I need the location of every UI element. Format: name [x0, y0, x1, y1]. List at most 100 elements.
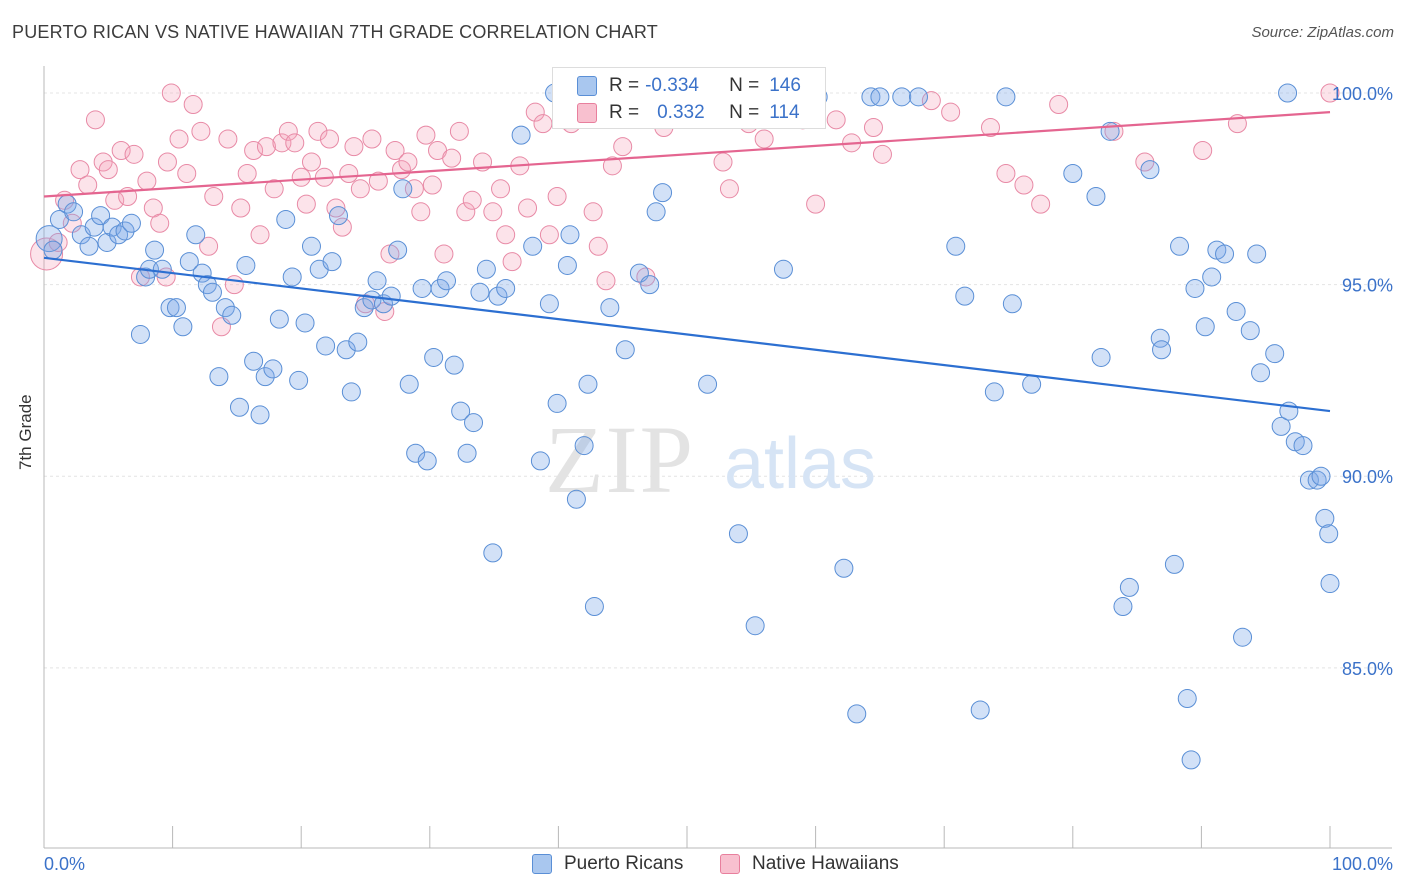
point-puerto-ricans: [1278, 83, 1298, 103]
stats-n-value: 114: [769, 102, 800, 123]
point-puerto-ricans: [295, 313, 315, 333]
point-puerto-ricans: [870, 87, 890, 107]
point-puerto-ricans: [269, 309, 289, 329]
point-puerto-ricans: [417, 451, 437, 471]
point-puerto-ricans: [646, 202, 666, 222]
point-native-hawaiians: [319, 129, 339, 149]
point-puerto-ricans: [1002, 294, 1022, 314]
point-native-hawaiians: [588, 236, 608, 256]
point-puerto-ricans: [336, 340, 356, 360]
point-puerto-ricans: [955, 286, 975, 306]
point-puerto-ricans: [1251, 363, 1271, 383]
point-puerto-ricans: [412, 278, 432, 298]
point-puerto-ricans: [946, 236, 966, 256]
point-native-hawaiians: [502, 252, 522, 272]
point-native-hawaiians: [449, 121, 469, 141]
point-puerto-ricans: [322, 252, 342, 272]
point-puerto-ricans: [215, 298, 235, 318]
point-native-hawaiians: [483, 202, 503, 222]
point-puerto-ricans: [79, 236, 99, 256]
point-puerto-ricans: [698, 374, 718, 394]
stats-r-label: R =: [609, 75, 640, 96]
point-puerto-ricans: [1226, 301, 1246, 321]
point-puerto-ricans: [437, 271, 457, 291]
point-puerto-ricans: [1233, 627, 1253, 647]
point-puerto-ricans: [834, 558, 854, 578]
point-puerto-ricans: [1119, 577, 1139, 597]
stats-n-label: N =: [729, 75, 760, 96]
point-puerto-ricans: [399, 374, 419, 394]
point-native-hawaiians: [404, 179, 424, 199]
point-puerto-ricans: [130, 324, 150, 344]
point-native-hawaiians: [250, 225, 270, 245]
point-native-hawaiians: [602, 156, 622, 176]
point-puerto-ricans: [1240, 321, 1260, 341]
point-puerto-ricans: [244, 351, 264, 371]
point-puerto-ricans: [547, 393, 567, 413]
point-puerto-ricans: [289, 370, 309, 390]
point-native-hawaiians: [806, 194, 826, 214]
point-native-hawaiians: [872, 144, 892, 164]
point-native-hawaiians: [339, 163, 359, 183]
point-puerto-ricans: [160, 298, 180, 318]
point-puerto-ricans: [847, 704, 867, 724]
point-puerto-ricans: [511, 125, 531, 145]
point-native-hawaiians: [596, 271, 616, 291]
point-puerto-ricans: [121, 213, 141, 233]
point-puerto-ricans: [1247, 244, 1267, 264]
point-puerto-ricans: [250, 405, 270, 425]
watermark: ZIP atlas: [545, 406, 876, 513]
point-native-hawaiians: [264, 179, 284, 199]
point-native-hawaiians: [539, 225, 559, 245]
point-puerto-ricans: [1265, 344, 1285, 364]
point-puerto-ricans: [35, 225, 63, 253]
point-native-hawaiians: [368, 171, 388, 191]
point-native-hawaiians: [518, 198, 538, 218]
point-puerto-ricans: [1113, 597, 1133, 617]
point-native-hawaiians: [70, 160, 90, 180]
point-native-hawaiians: [411, 202, 431, 222]
point-puerto-ricans: [186, 225, 206, 245]
point-puerto-ricans: [255, 367, 275, 387]
point-native-hawaiians: [191, 121, 211, 141]
point-native-hawaiians: [416, 125, 436, 145]
point-puerto-ricans: [1299, 470, 1319, 490]
point-puerto-ricans: [444, 355, 464, 375]
point-native-hawaiians: [183, 94, 203, 114]
point-native-hawaiians: [754, 129, 774, 149]
point-puerto-ricans: [301, 236, 321, 256]
point-puerto-ricans: [488, 286, 508, 306]
point-native-hawaiians: [256, 137, 276, 157]
point-native-hawaiians: [244, 140, 264, 160]
point-native-hawaiians: [422, 175, 442, 195]
point-puerto-ricans: [1311, 466, 1331, 486]
point-native-hawaiians: [157, 152, 177, 172]
point-puerto-ricans: [64, 202, 84, 222]
point-puerto-ricans: [523, 236, 543, 256]
point-puerto-ricans: [263, 359, 283, 379]
point-puerto-ricans: [1319, 524, 1339, 544]
point-puerto-ricans: [367, 271, 387, 291]
point-puerto-ricans: [1164, 554, 1184, 574]
point-puerto-ricans: [1307, 470, 1327, 490]
x-tick-label: 100.0%: [1332, 854, 1393, 874]
point-puerto-ricans: [1185, 278, 1205, 298]
point-puerto-ricans: [1181, 750, 1201, 770]
point-native-hawaiians: [204, 186, 224, 206]
point-puerto-ricans: [424, 347, 444, 367]
point-puerto-ricans: [1100, 121, 1120, 141]
point-native-hawaiians: [533, 114, 553, 134]
point-puerto-ricans: [348, 332, 368, 352]
point-puerto-ricans: [451, 401, 471, 421]
stats-swatch-pink: [577, 103, 597, 123]
point-native-hawaiians: [583, 202, 603, 222]
point-native-hawaiians: [296, 194, 316, 214]
point-native-hawaiians: [362, 129, 382, 149]
point-puerto-ricans: [996, 87, 1016, 107]
point-native-hawaiians: [719, 179, 739, 199]
data-points: [30, 83, 1340, 770]
watermark-atlas: atlas: [724, 424, 876, 504]
point-puerto-ricans: [496, 278, 516, 298]
point-native-hawaiians: [111, 140, 131, 160]
